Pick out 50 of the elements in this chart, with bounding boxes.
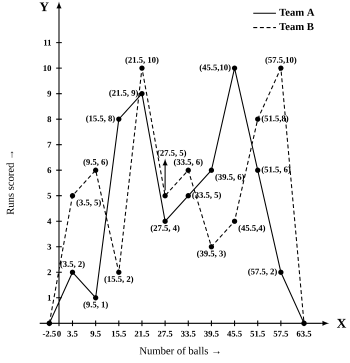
annotation: (45.5,10) [200, 64, 231, 72]
y-tick-label: 8 [48, 116, 52, 122]
annotation: (39.5, 3) [197, 250, 226, 258]
annotation: (33.5, 6) [174, 158, 203, 167]
annotation: (27.5, 5) [158, 150, 186, 158]
x-tick-label: 63.5 [296, 330, 312, 337]
x-tick-label: 9.5 [90, 330, 101, 337]
x-tick-label: -2.5 [42, 330, 56, 337]
x-tick-label: 57.5 [274, 330, 288, 337]
annotation: (21.5, 10) [126, 56, 159, 65]
x-tick-label: 0 [57, 330, 61, 337]
annotation: (3.5, 5) [76, 199, 102, 208]
y-tick-label: 3 [48, 244, 52, 250]
annotation: (15.5, 2) [104, 276, 134, 284]
y-tick-label: 9 [48, 90, 52, 97]
text: X [337, 318, 346, 328]
x-tick-label: 45.5 [227, 330, 242, 337]
y-tick-label: 4 [47, 218, 52, 224]
y-tick-label: 7 [48, 142, 52, 148]
x-tick-label: 3.5 [68, 330, 78, 337]
annotation: (57.5,10) [266, 56, 296, 65]
annotation: (45.5,4) [238, 224, 266, 233]
x-tick-label: 51.5 [250, 330, 266, 337]
x-tick-label: 39.5 [204, 330, 219, 337]
y-tick-label: 1 [48, 294, 52, 301]
y-tick-label: 5 [48, 192, 52, 199]
annotation: (57.5, 2) [248, 268, 278, 276]
y-axis-title: Runs scored → [6, 151, 14, 215]
y-tick-label: 11 [44, 40, 52, 46]
annotation: (51.5,8) [262, 115, 288, 124]
annotation: (9.5, 6) [84, 158, 108, 167]
annotation: (3.5, 2) [60, 260, 85, 269]
y-tick-label: 2 [48, 269, 52, 276]
annotation: (51.5, 6) [262, 166, 291, 174]
annotation: (9.5, 1) [84, 301, 108, 310]
x-tick-label: 15.5 [112, 330, 126, 337]
legend-label: Team B [279, 23, 314, 30]
annotation: Y [40, 2, 49, 12]
x-tick-label: 21.5 [134, 330, 150, 337]
annotation: (15.5, 8) [86, 115, 115, 124]
annotation: (33.5, 5) [192, 192, 222, 200]
legend-label: Team A [279, 8, 315, 16]
annotation: (21.5, 9) [109, 90, 138, 98]
annotation: (27.5, 4) [150, 224, 180, 233]
annotation: (39.5, 6) [216, 174, 244, 182]
x-tick-label: 27.5 [158, 330, 172, 337]
x-axis-title: Number of balls → [140, 346, 220, 354]
y-tick-label: 10 [44, 65, 52, 72]
x-tick-label: 33.5 [181, 330, 196, 337]
y-tick-label: 6 [48, 167, 52, 174]
